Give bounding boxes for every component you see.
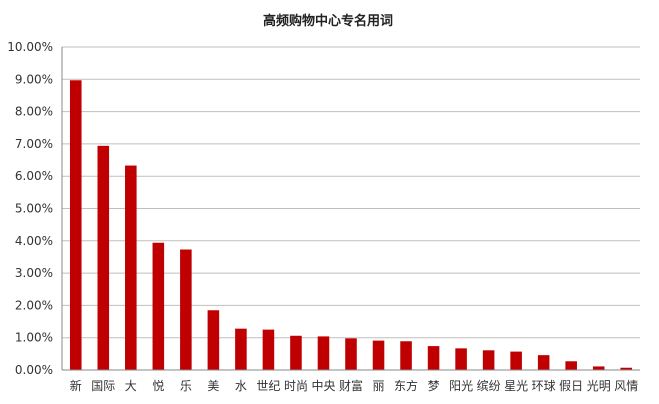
bar bbox=[427, 346, 440, 370]
y-tick-label: 8.00% bbox=[15, 105, 53, 119]
y-tick-label: 4.00% bbox=[15, 234, 53, 248]
x-tick-label: 丽 bbox=[373, 379, 385, 393]
x-tick-label: 光明 bbox=[587, 379, 611, 393]
bar bbox=[510, 351, 522, 370]
bar bbox=[455, 348, 467, 370]
bars bbox=[69, 80, 633, 371]
bar bbox=[180, 249, 192, 370]
y-tick-label: 5.00% bbox=[15, 202, 53, 216]
x-tick-label: 水 bbox=[235, 379, 247, 393]
x-axis-ticks: 新国际大 悦 乐 美 水世纪 时尚 中央 财富丽东方梦阳光 缤纷 星光 环球 假日 光明 风情 bbox=[70, 378, 638, 393]
y-axis-ticks: 0.00% 1.00% 2.00% 3.00% 4.00% 5.00% 6.00% 7.00%… bbox=[7, 40, 53, 377]
bar bbox=[235, 328, 247, 370]
x-tick-label: 世纪 bbox=[256, 379, 280, 393]
bar bbox=[565, 361, 577, 370]
x-tick-label: 星光 bbox=[504, 379, 528, 393]
bar bbox=[262, 329, 275, 370]
bar bbox=[372, 340, 385, 370]
bar bbox=[207, 310, 220, 370]
y-tick-label: 6.00% bbox=[15, 169, 53, 183]
x-tick-label: 梦 bbox=[428, 379, 440, 393]
y-tick-label: 1.00% bbox=[15, 331, 53, 345]
chart-title: 高频购物中心专名用词 bbox=[263, 13, 393, 29]
bar bbox=[97, 145, 110, 370]
y-tick-label: 3.00% bbox=[15, 266, 53, 280]
x-tick-label: 风情 bbox=[614, 379, 638, 393]
bar bbox=[400, 341, 412, 370]
x-tick-label: 假日 bbox=[559, 379, 583, 393]
bar bbox=[152, 242, 165, 370]
bar bbox=[592, 366, 605, 370]
bar bbox=[125, 165, 137, 370]
bar bbox=[482, 350, 495, 370]
x-tick-label: 缤纷 bbox=[477, 378, 501, 393]
x-tick-label: 环球 bbox=[532, 379, 556, 393]
bar bbox=[537, 355, 550, 370]
x-tick-label: 悦 bbox=[152, 379, 164, 393]
x-tick-label: 新 bbox=[70, 378, 82, 393]
bar bbox=[69, 80, 82, 371]
x-tick-label: 东方 bbox=[394, 378, 418, 393]
x-tick-label: 阳光 bbox=[449, 379, 473, 393]
x-tick-label: 国际 bbox=[91, 379, 115, 393]
bar bbox=[317, 336, 330, 370]
y-tick-label: 10.00% bbox=[7, 40, 53, 54]
bar bbox=[290, 335, 302, 370]
y-tick-label: 9.00% bbox=[15, 72, 53, 86]
x-tick-label: 乐 bbox=[180, 379, 192, 393]
bar bbox=[620, 367, 633, 370]
x-tick-label: 财富 bbox=[339, 378, 363, 393]
y-tick-label: 7.00% bbox=[15, 137, 53, 151]
x-tick-label: 大 bbox=[125, 379, 137, 393]
x-tick-label: 中央 bbox=[311, 378, 335, 393]
x-tick-label: 时尚 bbox=[284, 379, 308, 393]
y-tick-label: 0.00% bbox=[15, 363, 53, 377]
bar bbox=[345, 338, 357, 370]
x-tick-label: 美 bbox=[207, 379, 219, 393]
gridlines bbox=[62, 46, 640, 339]
y-tick-label: 2.00% bbox=[15, 298, 53, 312]
